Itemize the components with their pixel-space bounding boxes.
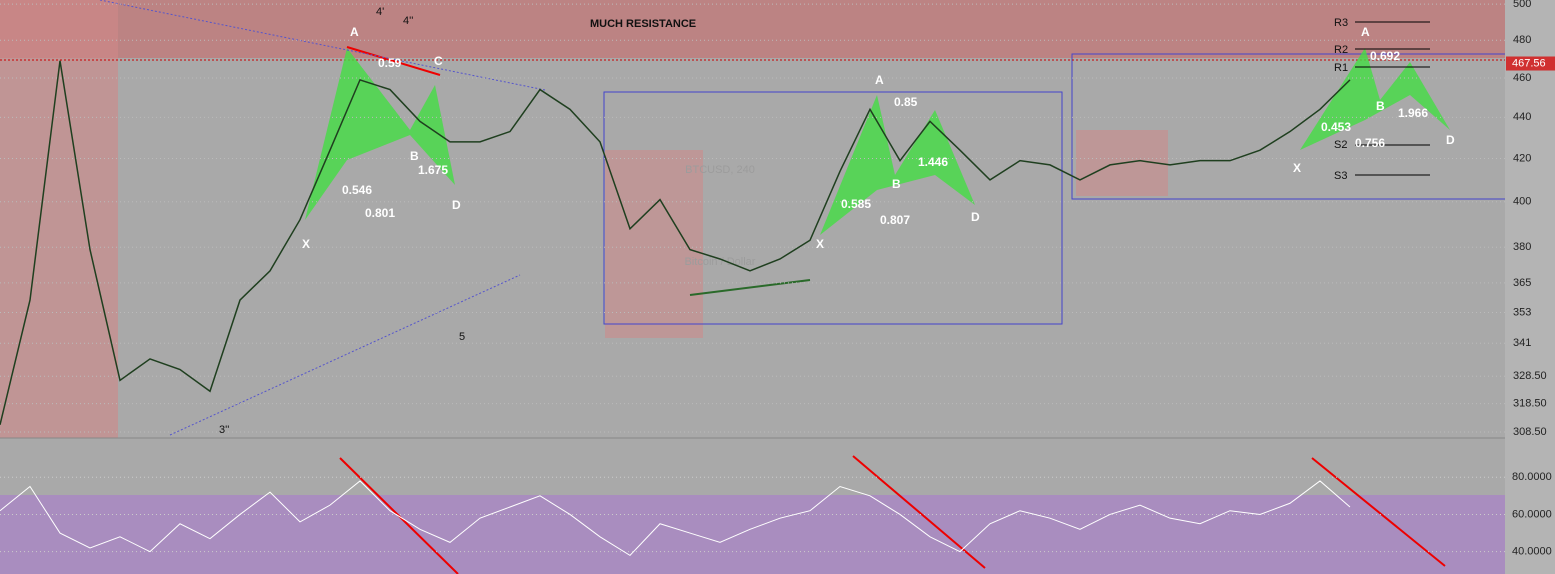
annotation: R3: [1334, 17, 1348, 29]
annotation: 1.675: [418, 163, 448, 177]
y-tick-label: 341: [1513, 337, 1531, 349]
annotation: 0.692: [1370, 49, 1400, 63]
annotation: 0.85: [894, 95, 918, 109]
y-tick-label: 400: [1513, 196, 1531, 208]
annotation: 0.453: [1321, 120, 1351, 134]
annotation: R2: [1334, 44, 1348, 56]
y-tick-label: 420: [1513, 152, 1531, 164]
annotation: 0.807: [880, 213, 910, 227]
annotation: R1: [1334, 62, 1348, 74]
last-price-label: 467.56: [1512, 57, 1546, 69]
annotation: D: [1446, 133, 1455, 147]
annotation: 0.756: [1355, 136, 1385, 150]
price-axis: [1505, 0, 1555, 574]
y-tick-label: 480: [1513, 34, 1531, 46]
range-box: [603, 91, 1063, 325]
annotation: B: [410, 149, 419, 163]
y-tick-label: 60.0000: [1512, 508, 1552, 520]
rsi-band: [0, 495, 1505, 574]
resistance-zone: [0, 0, 1505, 58]
annotation: A: [350, 25, 359, 39]
trend-line: [689, 279, 811, 296]
y-tick-label: 440: [1513, 111, 1531, 123]
zone: [605, 150, 703, 338]
watermark: BTCUSD, 240: [685, 164, 755, 176]
rsi-trend: [1311, 457, 1446, 567]
y-tick-label: 308.50: [1513, 426, 1547, 438]
y-tick-label: 500: [1513, 0, 1531, 10]
annotation: X: [1293, 161, 1301, 175]
annotation: C: [434, 54, 443, 68]
harmonic: [305, 48, 455, 220]
y-tick-label: 40.0000: [1512, 546, 1552, 558]
y-tick-label: 318.50: [1513, 398, 1547, 410]
range-box: [1071, 53, 1555, 200]
harmonic: [820, 95, 975, 235]
y-tick-label: 80.0000: [1512, 471, 1552, 483]
last-price-box: [1506, 56, 1555, 71]
annotation: S2: [1334, 139, 1347, 151]
y-tick-label: 365: [1513, 277, 1531, 289]
annotation: X: [302, 237, 310, 251]
annotation: 5: [459, 331, 465, 343]
annotation: 0.585: [841, 197, 871, 211]
annotation: A: [875, 73, 884, 87]
annotation: A: [1361, 25, 1370, 39]
watermark-subtitle: Bitcoin / Dollar: [685, 256, 756, 268]
price-line: [0, 60, 1351, 425]
trend-line: [346, 46, 441, 76]
y-tick-label: 460: [1513, 72, 1531, 84]
annotation: D: [452, 198, 461, 212]
pivots: [1355, 21, 1430, 176]
annotation: B: [1376, 99, 1385, 113]
annotation: D: [971, 210, 980, 224]
harmonic: [1300, 48, 1450, 150]
annotation: B: [892, 177, 901, 191]
annotation: 0.801: [365, 206, 395, 220]
rsi-line: [0, 480, 1351, 557]
annotation: 0.546: [342, 183, 372, 197]
y-tick-label: 380: [1513, 241, 1531, 253]
annotation: 3'': [219, 424, 229, 436]
annotation: S3: [1334, 170, 1347, 182]
y-tick-label: 353: [1513, 306, 1531, 318]
annotation: 4': [376, 6, 384, 18]
y-tick-label: 328.50: [1513, 370, 1547, 382]
annotation: X: [816, 237, 824, 251]
annotation: 4'': [403, 15, 413, 27]
annotation: 0.59: [378, 56, 402, 70]
channel: [169, 274, 521, 436]
annotation: 1.446: [918, 155, 948, 169]
annotation: MUCH RESISTANCE: [590, 18, 696, 30]
annotation: 1.966: [1398, 106, 1428, 120]
